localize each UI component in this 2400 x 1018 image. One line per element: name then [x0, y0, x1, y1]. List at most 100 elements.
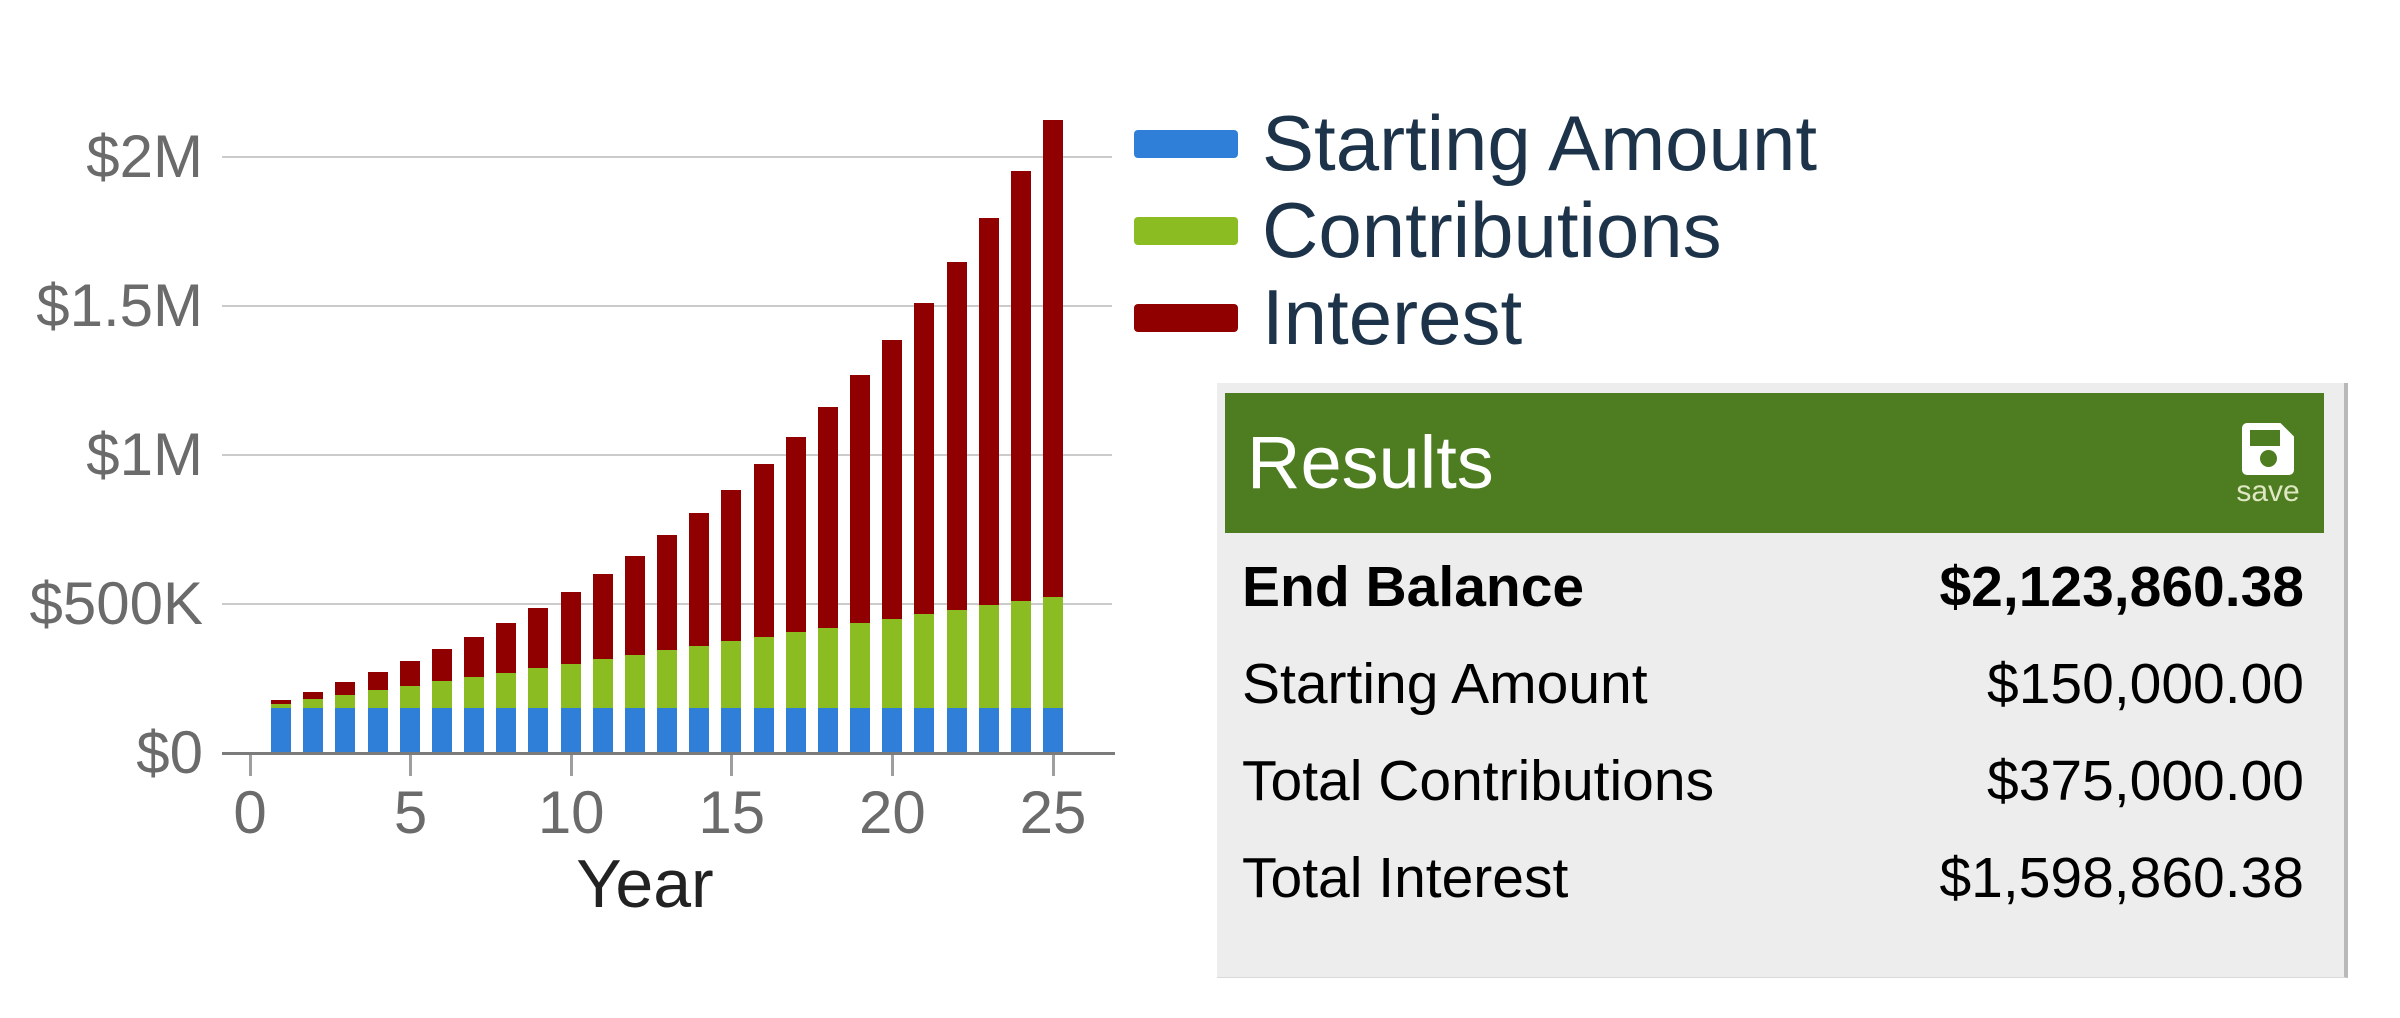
bar-segment-contributions [528, 668, 549, 709]
bar-segment-contributions [1010, 601, 1031, 709]
x-axis-tick-label: 5 [393, 779, 428, 846]
bar-segment-contributions [464, 677, 485, 709]
result-label: End Balance [1242, 554, 1585, 619]
legend-item-contributions[interactable]: Contributions [1134, 186, 1817, 274]
bar-segment-starting-amount [431, 708, 452, 753]
bar-segment-interest [914, 302, 935, 615]
interest-swatch-icon [1134, 303, 1238, 332]
investment-growth-chart: $0 $500K $1M $1.5M $2M 0 5 10 15 20 25 [30, 120, 1115, 846]
bar-segment-interest [431, 649, 452, 682]
bar-segment-contributions [850, 623, 871, 709]
chart-legend: Starting Amount Contributions Interest [1134, 99, 1817, 361]
y-axis-label: $2M [86, 123, 203, 190]
bar-segment-interest [689, 513, 710, 646]
bar-segment-starting-amount [1010, 708, 1031, 753]
bar-segment-interest [721, 489, 742, 642]
bar-segment-starting-amount [303, 708, 324, 753]
bar-segment-contributions [303, 699, 324, 709]
y-gridline [222, 454, 1112, 456]
y-axis-label: $0 [136, 719, 203, 786]
x-axis-tick-label: 15 [698, 779, 766, 846]
bar-segment-starting-amount [850, 708, 871, 753]
bar-segment-contributions [399, 685, 420, 709]
bar-segment-contributions [689, 645, 710, 709]
bar-segment-contributions [657, 650, 678, 709]
bar-segment-interest [946, 262, 967, 610]
bar-segment-contributions [914, 614, 935, 709]
bar-segment-interest [592, 574, 613, 660]
bar-segment-contributions [271, 703, 292, 709]
y-gridline [222, 305, 1112, 307]
bar-segment-contributions [496, 672, 517, 709]
bar-segment-interest [367, 672, 388, 691]
legend-item-starting-amount[interactable]: Starting Amount [1134, 99, 1817, 187]
result-row-total-contributions: Total Contributions $375,000.00 [1242, 732, 2304, 829]
bar-segment-contributions [592, 659, 613, 709]
bar-segment-starting-amount [592, 708, 613, 753]
bar-segment-interest [785, 436, 806, 633]
results-panel: Results save End Balance $2,123,860.38 S… [1217, 383, 2348, 978]
bar-segment-contributions [946, 609, 967, 709]
bar-segment-starting-amount [753, 708, 774, 753]
x-axis-tick-label: 0 [233, 779, 267, 846]
bar-segment-starting-amount [624, 708, 645, 753]
y-axis-label: $1.5M [36, 272, 203, 339]
bar-segment-interest [978, 218, 999, 606]
bar-segment-interest [560, 591, 581, 664]
legend-item-label: Contributions [1262, 186, 1722, 274]
bar-segment-starting-amount [817, 708, 838, 753]
bar-segment-contributions [624, 654, 645, 709]
results-rows: End Balance $2,123,860.38 Starting Amoun… [1217, 538, 2344, 926]
bar-segment-starting-amount [785, 708, 806, 753]
x-axis-tick [569, 755, 573, 776]
bar-segment-interest [657, 535, 678, 651]
result-value: $1,598,860.38 [1939, 845, 2304, 910]
bar-segment-starting-amount [721, 708, 742, 753]
bar-segment-contributions [431, 681, 452, 709]
x-axis-tick [730, 755, 734, 776]
bar-segment-contributions [367, 690, 388, 709]
x-axis-tick [890, 755, 894, 776]
bar-segment-starting-amount [464, 708, 485, 753]
bar-segment-contributions [1043, 596, 1063, 709]
bar-segment-starting-amount [882, 708, 903, 753]
x-axis-tick-label: 20 [859, 779, 926, 846]
bar-segment-starting-amount [657, 708, 678, 753]
bar-segment-interest [753, 464, 774, 637]
x-axis-line [222, 752, 1115, 755]
bar-segment-interest [528, 607, 549, 669]
result-label: Total Interest [1242, 845, 1569, 910]
bar-segment-starting-amount [689, 708, 710, 753]
result-row-total-interest: Total Interest $1,598,860.38 [1242, 829, 2304, 926]
bar-segment-interest [303, 691, 324, 700]
bar-segment-starting-amount [335, 708, 356, 753]
save-button[interactable]: save [2234, 423, 2302, 507]
bar-segment-interest [496, 622, 517, 673]
result-row-end-balance: End Balance $2,123,860.38 [1242, 538, 2304, 635]
x-axis-tick [248, 755, 252, 776]
bar-segment-interest [399, 661, 420, 686]
result-label: Starting Amount [1242, 651, 1648, 716]
legend-item-label: Starting Amount [1262, 99, 1817, 187]
bar-segment-contributions [721, 641, 742, 709]
bar-segment-starting-amount [399, 708, 420, 753]
contributions-swatch-icon [1134, 216, 1238, 245]
x-axis-tick-label: 10 [537, 779, 605, 846]
legend-item-interest[interactable]: Interest [1134, 273, 1817, 361]
results-title: Results [1247, 421, 1494, 504]
bar-segment-starting-amount [914, 708, 935, 753]
bar-segment-contributions [560, 663, 581, 709]
bar-segment-interest [850, 374, 871, 624]
result-value: $2,123,860.38 [1939, 554, 2304, 619]
bar-segment-starting-amount [496, 708, 517, 753]
result-row-starting-amount: Starting Amount $150,000.00 [1242, 635, 2304, 732]
bar-segment-contributions [753, 636, 774, 709]
bar-segment-starting-amount [946, 708, 967, 753]
starting-amount-swatch-icon [1134, 129, 1238, 158]
bar-segment-contributions [335, 694, 356, 709]
bar-segment-starting-amount [367, 708, 388, 753]
save-button-label: save [2236, 475, 2300, 508]
y-axis-label: $1M [86, 421, 203, 488]
bar-segment-interest [1043, 120, 1063, 597]
bar-segment-interest [624, 555, 645, 655]
